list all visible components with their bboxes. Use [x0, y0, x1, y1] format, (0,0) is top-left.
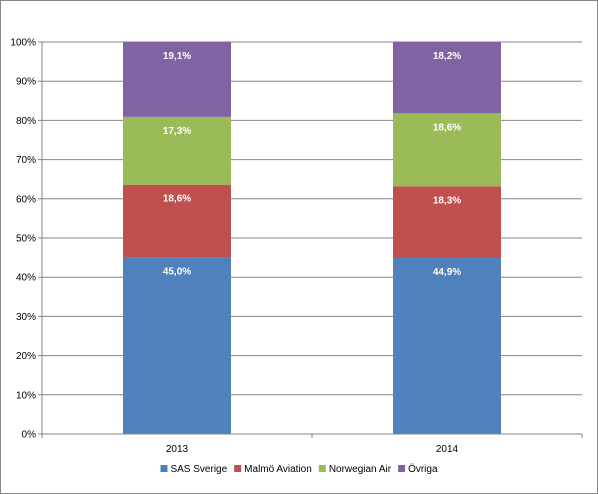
- legend-label: Malmö Aviation: [244, 464, 312, 475]
- y-tick-label: 10%: [16, 390, 36, 401]
- data-label: 17,3%: [163, 126, 191, 137]
- data-label: 18,3%: [433, 195, 461, 206]
- legend-swatch: [318, 465, 326, 472]
- y-tick-label: 70%: [16, 155, 36, 166]
- bar-segment: [393, 257, 501, 434]
- legend-swatch: [234, 465, 242, 472]
- data-label: 19,1%: [163, 51, 191, 62]
- bar-segment: [393, 42, 501, 114]
- bar-segment: [123, 116, 231, 185]
- data-label: 45,0%: [163, 267, 191, 278]
- bar-segment: [393, 113, 501, 187]
- legend-swatch: [398, 465, 406, 472]
- legend-label: Norwegian Air: [329, 464, 392, 475]
- y-tick-label: 80%: [16, 116, 36, 127]
- legend-label: Övriga: [408, 463, 438, 475]
- data-label: 18,2%: [433, 51, 461, 62]
- y-tick-label: 60%: [16, 194, 36, 205]
- y-tick-label: 20%: [16, 351, 36, 362]
- y-tick-label: 40%: [16, 273, 36, 284]
- y-tick-label: 50%: [16, 234, 36, 245]
- legend-label: SAS Sverige: [170, 464, 227, 475]
- data-label: 44,9%: [433, 267, 461, 278]
- bar-segment: [123, 257, 231, 434]
- x-tick-label: 2013: [166, 444, 189, 455]
- bars: 45,0% 18,6% 17,3% 19,1% 44,9% 18,3% 18,6% 18,2%: [123, 42, 501, 434]
- y-tick-label: 90%: [16, 77, 36, 88]
- y-tick-label: 0%: [22, 430, 37, 441]
- y-tick-label: 30%: [16, 312, 36, 323]
- bar-segment: [123, 42, 231, 117]
- axes: 0% 10% 20% 30% 40% 50% 60% 70% 80% 90% 100% 2013 201…: [10, 38, 583, 455]
- legend: SAS Sverige Malmö Aviation Norwegian Air Öv…: [160, 463, 438, 475]
- data-label: 18,6%: [433, 122, 461, 133]
- x-tick-label: 2014: [436, 444, 459, 455]
- bar-segment: [123, 184, 231, 258]
- data-label: 18,6%: [163, 194, 191, 205]
- legend-swatch: [160, 465, 168, 472]
- bar-segment: [393, 186, 501, 258]
- y-tick-label: 100%: [10, 38, 36, 49]
